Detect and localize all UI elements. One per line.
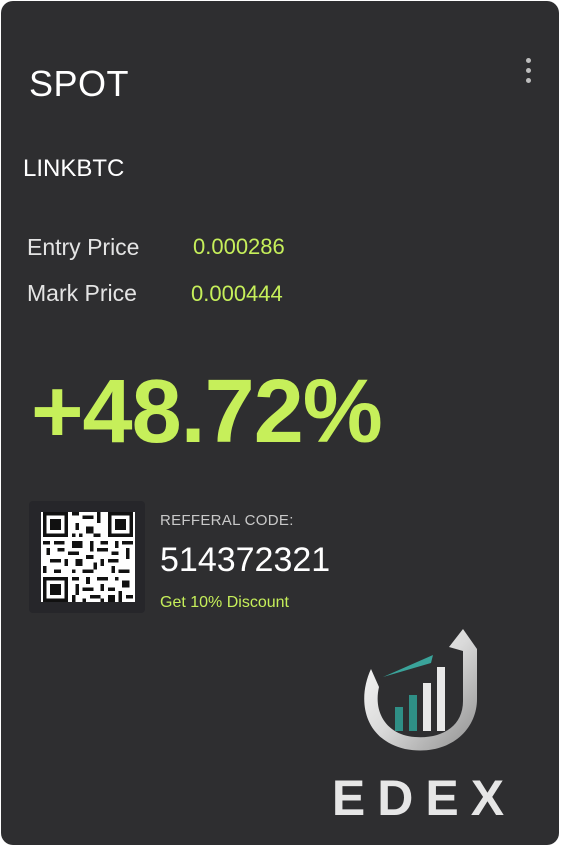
mark-price-label: Mark Price [27, 280, 137, 307]
referral-discount-text: Get 10% Discount [160, 594, 289, 612]
card-title: SPOT [29, 63, 129, 105]
referral-code-label: REFFERAL CODE: [160, 512, 294, 529]
entry-price-value: 0.000286 [193, 234, 285, 260]
trading-pair: LINKBTC [23, 155, 124, 183]
qr-code-container [29, 501, 145, 613]
referral-code-value: 514372321 [160, 541, 330, 580]
entry-price-label: Entry Price [27, 234, 139, 261]
qr-code-icon [41, 512, 135, 602]
brand-name: EDEX [332, 771, 516, 821]
chart-bars-logo-icon [353, 629, 483, 759]
pnl-percentage: +48.72% [31, 361, 382, 464]
more-options-icon[interactable] [519, 57, 539, 87]
mark-price-value: 0.000444 [191, 281, 283, 307]
brand-wordmark: EDEX [321, 771, 527, 821]
